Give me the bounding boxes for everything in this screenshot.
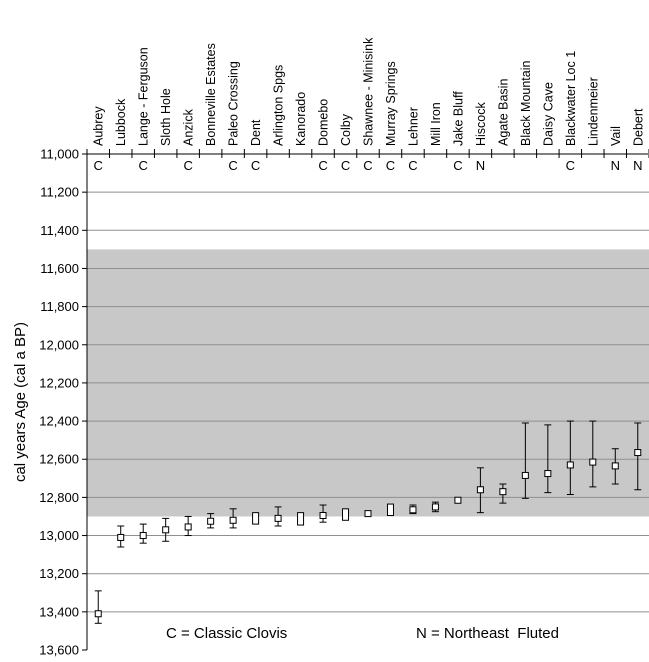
- y-tick-label: 13,000: [39, 528, 79, 543]
- site-label: Jake Bluff: [451, 91, 465, 146]
- site-marker: C: [341, 158, 350, 173]
- site-marker: C: [386, 158, 395, 173]
- data-point: [297, 512, 305, 526]
- site-labels: Aubrey Lubbock Lange - Ferguson Sloth Hole A…: [92, 37, 646, 146]
- y-tick-label: 12,200: [39, 375, 79, 390]
- site-label: Domebo: [317, 99, 331, 146]
- site-marker: C: [453, 158, 462, 173]
- data-point: [589, 458, 597, 466]
- y-axis-tick-labels: 11,000 11,200 11,400 11,600 11,800 12,000 12,2…: [39, 147, 79, 658]
- y-tick-label: 11,800: [40, 299, 79, 314]
- site-label: Lindenmeier: [586, 77, 600, 146]
- site-label: Lehner: [406, 107, 420, 146]
- legend-northeast-fluted: N = Northeast Fluted: [416, 625, 559, 642]
- data-point: [566, 461, 574, 469]
- data-point: [117, 533, 125, 541]
- site-label: Lange - Ferguson: [137, 47, 151, 146]
- site-marker: C: [228, 158, 237, 173]
- data-point: [454, 496, 462, 504]
- data-point: [229, 516, 237, 524]
- data-points: [94, 449, 642, 618]
- site-label: Black Mountain: [519, 60, 533, 146]
- site-label: Shawnee - Minisink: [362, 37, 376, 146]
- data-point: [252, 512, 260, 525]
- site-marker: C: [183, 158, 192, 173]
- y-tick-label: 12,000: [39, 337, 79, 352]
- error-bar: [94, 590, 102, 624]
- y-tick-label: 12,600: [39, 452, 79, 467]
- data-point: [184, 523, 192, 531]
- site-label: Murray Springs: [384, 61, 398, 146]
- site-label: Debert: [631, 108, 645, 146]
- error-bar: [544, 424, 552, 494]
- data-point: [476, 486, 484, 494]
- data-point: [207, 517, 215, 525]
- site-label: Anzick: [182, 108, 196, 146]
- site-marker: C: [363, 158, 372, 173]
- data-point: [274, 514, 282, 522]
- site-label: Bonneville Estates: [204, 43, 218, 146]
- error-bar: [634, 422, 642, 491]
- data-point: [162, 526, 170, 534]
- site-marker: C: [408, 158, 417, 173]
- site-marker: N: [611, 158, 620, 173]
- data-point: [342, 508, 350, 521]
- y-tick-label: 11,000: [40, 147, 79, 162]
- y-axis-ticks: [82, 153, 87, 651]
- site-label: Blackwater Loc 1: [564, 51, 578, 146]
- site-label: Mill Iron: [429, 102, 443, 146]
- gridlines: [87, 191, 649, 613]
- y-tick-label: 11,200: [40, 185, 79, 200]
- data-point: [409, 506, 417, 514]
- data-point: [544, 470, 552, 478]
- site-label: Kanorado: [294, 92, 308, 146]
- site-marker: C: [566, 158, 575, 173]
- site-label: Paleo Crossing: [227, 61, 241, 146]
- data-point: [386, 503, 394, 517]
- top-axis-ticks: [86, 149, 649, 158]
- site-marker: C: [94, 158, 103, 173]
- site-marker: C: [251, 158, 260, 173]
- y-tick-label: 13,600: [39, 643, 79, 658]
- site-label: Daisy Cave: [541, 82, 555, 146]
- site-label: Colby: [339, 113, 353, 146]
- site-label: Sloth Hole: [159, 88, 173, 146]
- y-tick-label: 13,200: [39, 566, 79, 581]
- site-label: Arlington Spgs: [272, 65, 286, 146]
- error-bar: [589, 420, 597, 488]
- site-label: Dent: [249, 119, 263, 146]
- error-bar: [521, 422, 529, 499]
- site-marker: N: [476, 158, 485, 173]
- y-axis-label: cal years Age (cal a BP): [12, 322, 29, 482]
- data-point: [611, 462, 619, 470]
- site-label: Vail: [609, 126, 623, 146]
- y-tick-label: 11,400: [40, 223, 79, 238]
- site-label: Hiscock: [474, 101, 488, 146]
- y-tick-label: 11,600: [40, 261, 79, 276]
- site-label: Agate Basin: [496, 79, 510, 146]
- site-marker: N: [633, 158, 642, 173]
- y-tick-label: 13,400: [39, 604, 79, 619]
- data-point: [94, 610, 102, 618]
- data-point: [319, 512, 327, 520]
- data-point: [521, 471, 529, 479]
- legend-classic-clovis: C = Classic Clovis: [166, 625, 287, 642]
- site-marker: C: [139, 158, 148, 173]
- data-point: [431, 503, 439, 511]
- site-label: Lubbock: [114, 98, 128, 146]
- data-point: [634, 449, 642, 457]
- data-point: [499, 488, 507, 496]
- site-label: Aubrey: [92, 106, 106, 146]
- y-tick-label: 12,400: [39, 414, 79, 429]
- data-point: [139, 532, 147, 540]
- site-marker: C: [318, 158, 327, 173]
- data-point: [364, 510, 372, 518]
- error-bar: [566, 420, 574, 496]
- y-tick-label: 12,800: [39, 490, 79, 505]
